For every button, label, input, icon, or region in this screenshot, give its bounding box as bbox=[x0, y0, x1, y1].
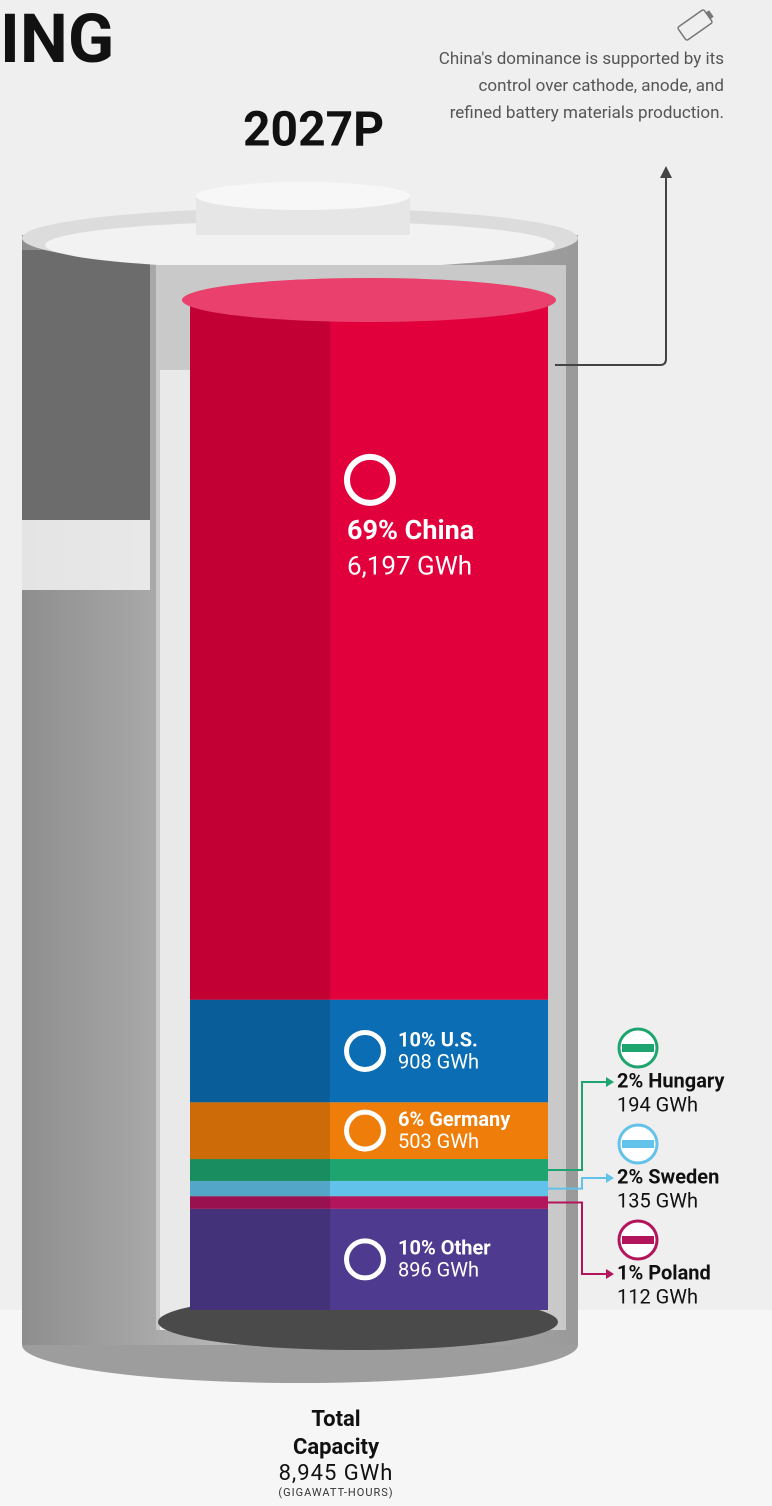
connector bbox=[548, 1081, 606, 1171]
total-unit: (GIGAWATT-HOURS) bbox=[278, 1486, 394, 1499]
flag bbox=[347, 1032, 383, 1069]
flag bbox=[348, 457, 392, 502]
flag-stripe bbox=[622, 1044, 654, 1052]
connector-head bbox=[606, 1269, 614, 1279]
segment bbox=[190, 1196, 548, 1209]
segment-shade bbox=[190, 1102, 330, 1160]
shell-top-band bbox=[22, 250, 150, 520]
segment-value: 112 GWh bbox=[617, 1284, 698, 1308]
segment-shade bbox=[190, 1180, 330, 1197]
chart-title: 2027P bbox=[243, 101, 384, 158]
battery-icon bbox=[677, 9, 714, 41]
segment-label: 10% U.S. bbox=[398, 1027, 478, 1051]
shell-band bbox=[22, 520, 150, 590]
segment-value: 503 GWh bbox=[398, 1129, 479, 1153]
annotation: China's dominance is supported by its co… bbox=[438, 49, 724, 123]
segment bbox=[190, 1180, 548, 1197]
segment-label: 2% Hungary bbox=[617, 1068, 725, 1092]
segment bbox=[190, 300, 548, 1000]
segment-top bbox=[182, 278, 556, 322]
total-value: 8,945 GWh bbox=[278, 1461, 394, 1486]
heading: ING bbox=[0, 0, 114, 79]
total-label: Total Capacity bbox=[292, 1407, 380, 1460]
connector-head bbox=[606, 1173, 614, 1183]
total: Total Capacity 8,945 GWh (GIGAWATT-HOURS… bbox=[236, 1406, 436, 1499]
note-arrow bbox=[555, 172, 667, 366]
note-arrowhead bbox=[660, 166, 672, 178]
flag bbox=[347, 1241, 383, 1278]
segment-shade bbox=[190, 1159, 330, 1181]
segment-value: 194 GWh bbox=[617, 1092, 698, 1116]
terminal-top bbox=[196, 182, 410, 210]
flag-stripe bbox=[622, 1236, 654, 1244]
shell-rim-inner bbox=[45, 221, 555, 269]
connector-head bbox=[606, 1077, 614, 1087]
segment bbox=[190, 1159, 548, 1181]
segment-shade bbox=[190, 1196, 330, 1209]
segment-label: 10% Other bbox=[398, 1236, 491, 1260]
segment-label: 69% China bbox=[347, 514, 474, 546]
segment-value: 6,197 GWh bbox=[347, 552, 472, 582]
segment-shade bbox=[190, 1208, 330, 1310]
inner-sheet bbox=[160, 370, 190, 1330]
flag-stripe bbox=[622, 1140, 654, 1148]
segment-value: 908 GWh bbox=[398, 1049, 479, 1073]
segment-top-light bbox=[182, 278, 556, 322]
segment-label: 1% Poland bbox=[617, 1260, 711, 1284]
segment-label: 2% Sweden bbox=[617, 1164, 719, 1188]
segment-shade bbox=[190, 300, 330, 1000]
segment-label: 6% Germany bbox=[398, 1107, 511, 1131]
segment-value: 896 GWh bbox=[398, 1258, 479, 1282]
segment-shade bbox=[190, 999, 330, 1103]
connector bbox=[548, 1177, 606, 1190]
connector bbox=[548, 1201, 606, 1275]
flag bbox=[347, 1112, 383, 1149]
segment-value: 135 GWh bbox=[617, 1188, 698, 1212]
